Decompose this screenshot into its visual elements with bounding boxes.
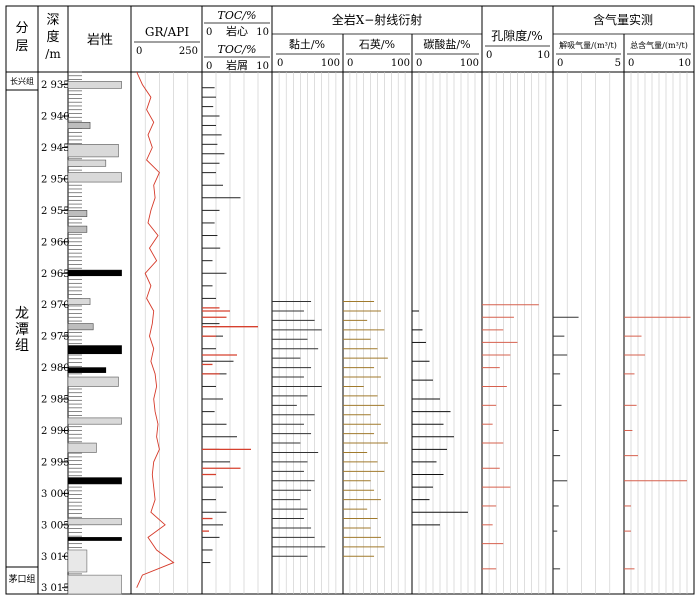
lithology-bed	[67, 477, 122, 485]
depth-tick-label: 3 015	[41, 583, 70, 594]
clay-max: 100	[321, 58, 340, 69]
depth-tick-label: 2 935	[41, 80, 70, 91]
depth-tick-label: 2 970	[41, 300, 70, 311]
formation-longtan-1: 龙	[15, 306, 29, 322]
lithology-bed	[67, 549, 88, 573]
total-gas-min: 0	[628, 58, 634, 69]
depth-tick-label: 2 990	[41, 426, 70, 437]
depth-tick-label: 2 995	[41, 457, 70, 468]
depth-unit: /m	[45, 47, 61, 61]
depth-tick-label: 2 940	[41, 112, 70, 123]
depth-tick-label: 3 000	[41, 489, 70, 500]
clay-min: 0	[277, 58, 283, 69]
formation-column: 长兴组 龙 潭 组 茅口组	[8, 76, 35, 585]
lithology-bed	[67, 376, 119, 387]
lithology-bed	[67, 172, 122, 183]
lithology-bed	[67, 345, 122, 355]
lithology-bed	[67, 269, 122, 277]
quartz-min: 0	[347, 58, 353, 69]
depth-axis: 2 935 2 940 2 945 2 950 2 955 2 960 2 965 2 970…	[41, 80, 70, 594]
depth-header-2: 度	[46, 29, 59, 45]
depth-tick-label: 2 985	[41, 395, 70, 406]
formation-longtan-3: 组	[15, 338, 29, 354]
lithology-bed	[67, 298, 91, 305]
gas-group-title: 含气量实测	[593, 12, 653, 27]
lithology-bed	[67, 537, 122, 541]
toc-cuttings-min: 0	[206, 61, 212, 72]
depth-header-1: 深	[46, 13, 59, 28]
formation-header-1: 分	[15, 21, 28, 36]
gr-min: 0	[136, 46, 142, 57]
formation-header: 层	[15, 39, 28, 54]
depth-tick-label: 2 945	[41, 143, 70, 154]
depth-tick-label: 3 005	[41, 520, 70, 531]
desorbed-max: 5	[615, 58, 621, 69]
lithology-bed	[67, 518, 122, 526]
gr-curve	[136, 71, 175, 588]
carbonate-title: 碳酸盐/%	[423, 37, 470, 51]
total-gas-max: 10	[678, 58, 691, 69]
lithology-bed	[67, 323, 94, 331]
data-tracks	[136, 71, 691, 588]
desorbed-title: 解吸气量/(m³/t)	[559, 40, 617, 50]
clay-title: 黏土/%	[289, 37, 325, 51]
lithology-bed	[67, 81, 122, 89]
quartz-max: 100	[391, 58, 410, 69]
gr-title: GR/API	[145, 25, 189, 39]
lithology-bed	[67, 210, 88, 217]
formation-changxing: 长兴组	[10, 76, 34, 86]
lithology-header: 岩性	[87, 33, 113, 48]
porosity-title: 孔隙度/%	[491, 28, 542, 43]
track-grid	[144, 72, 688, 594]
desorbed-min: 0	[557, 58, 563, 69]
gr-max: 250	[179, 46, 198, 57]
depth-tick-label: 2 980	[41, 363, 70, 374]
lithology-bed	[67, 122, 91, 129]
total-gas-title: 总含气量/(m³/t)	[630, 40, 688, 50]
formation-maokou: 茅口组	[8, 573, 35, 585]
depth-tick-label: 2 960	[41, 237, 70, 248]
lithology-bed	[67, 367, 107, 373]
toc-cuttings-title: TOC/%	[218, 43, 257, 56]
lithology-bed	[67, 417, 122, 425]
toc-core-max: 10	[256, 27, 269, 38]
lithology-column	[67, 71, 122, 595]
depth-tick-label: 2 955	[41, 206, 70, 217]
lithology-bed	[67, 144, 119, 158]
depth-tick-label: 3 010	[41, 552, 70, 563]
quartz-title: 石英/%	[359, 37, 395, 51]
lithology-bed	[67, 159, 107, 167]
toc-cuttings-label: 岩屑	[226, 58, 248, 72]
toc-cuttings-max: 10	[256, 61, 269, 72]
lithology-bed	[67, 225, 88, 233]
depth-tick-label: 2 975	[41, 332, 70, 343]
carbonate-max: 100	[460, 58, 479, 69]
header: 分 层 深 度 /m 岩性 GR/API 0 250 TOC/% 0 岩心 10…	[15, 9, 694, 72]
xrd-group-title: 全岩X−射线衍射	[332, 12, 423, 27]
carbonate-min: 0	[416, 58, 422, 69]
toc-core-min: 0	[206, 27, 212, 38]
depth-tick-label: 2 950	[41, 174, 70, 185]
formation-longtan-2: 潭	[15, 321, 29, 338]
depth-tick-label: 2 965	[41, 269, 70, 280]
toc-core-title: TOC/%	[218, 9, 257, 22]
porosity-min: 0	[486, 50, 492, 61]
lithology-bed	[67, 442, 97, 453]
toc-core-label: 岩心	[226, 24, 248, 38]
lithology-bed	[67, 574, 122, 595]
porosity-max: 10	[537, 50, 550, 61]
